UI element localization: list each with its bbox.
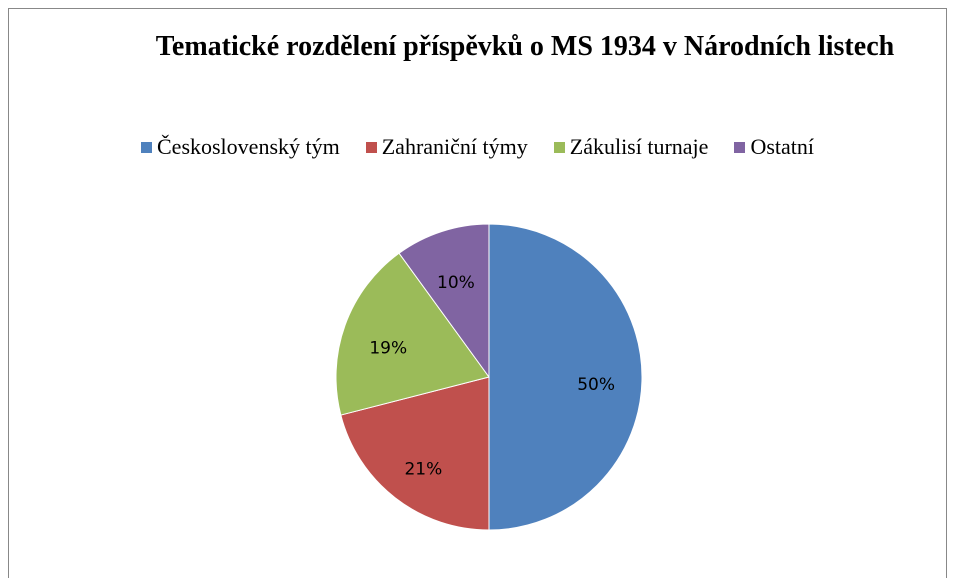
data-label: 21% <box>404 460 442 480</box>
pie-slice <box>488 223 643 531</box>
legend-item: Československý tým <box>141 134 340 160</box>
legend: Československý tým Zahraniční týmy Zákulis… <box>0 134 955 160</box>
legend-label: Zákulisí turnaje <box>569 134 709 159</box>
legend-swatch <box>734 141 746 153</box>
frame <box>8 8 947 578</box>
pie-slice <box>340 376 490 531</box>
legend-item: Ostatní <box>734 134 814 160</box>
pie-slice <box>335 252 490 416</box>
legend-swatch <box>141 141 152 153</box>
data-label: 50% <box>577 375 615 395</box>
legend-item: Zákulisí turnaje <box>553 134 709 160</box>
data-label: 10% <box>437 273 475 293</box>
chart-title: Tematické rozdělení příspěvků o MS 1934 … <box>155 31 895 62</box>
legend-label: Zahraniční týmy <box>381 134 528 159</box>
legend-swatch <box>365 141 377 153</box>
legend-item: Zahraniční týmy <box>365 134 528 160</box>
legend-label: Československý tým <box>157 134 340 159</box>
legend-label: Ostatní <box>750 134 814 159</box>
data-label: 19% <box>369 339 407 359</box>
legend-swatch <box>553 141 565 153</box>
pie-slice <box>398 223 490 379</box>
